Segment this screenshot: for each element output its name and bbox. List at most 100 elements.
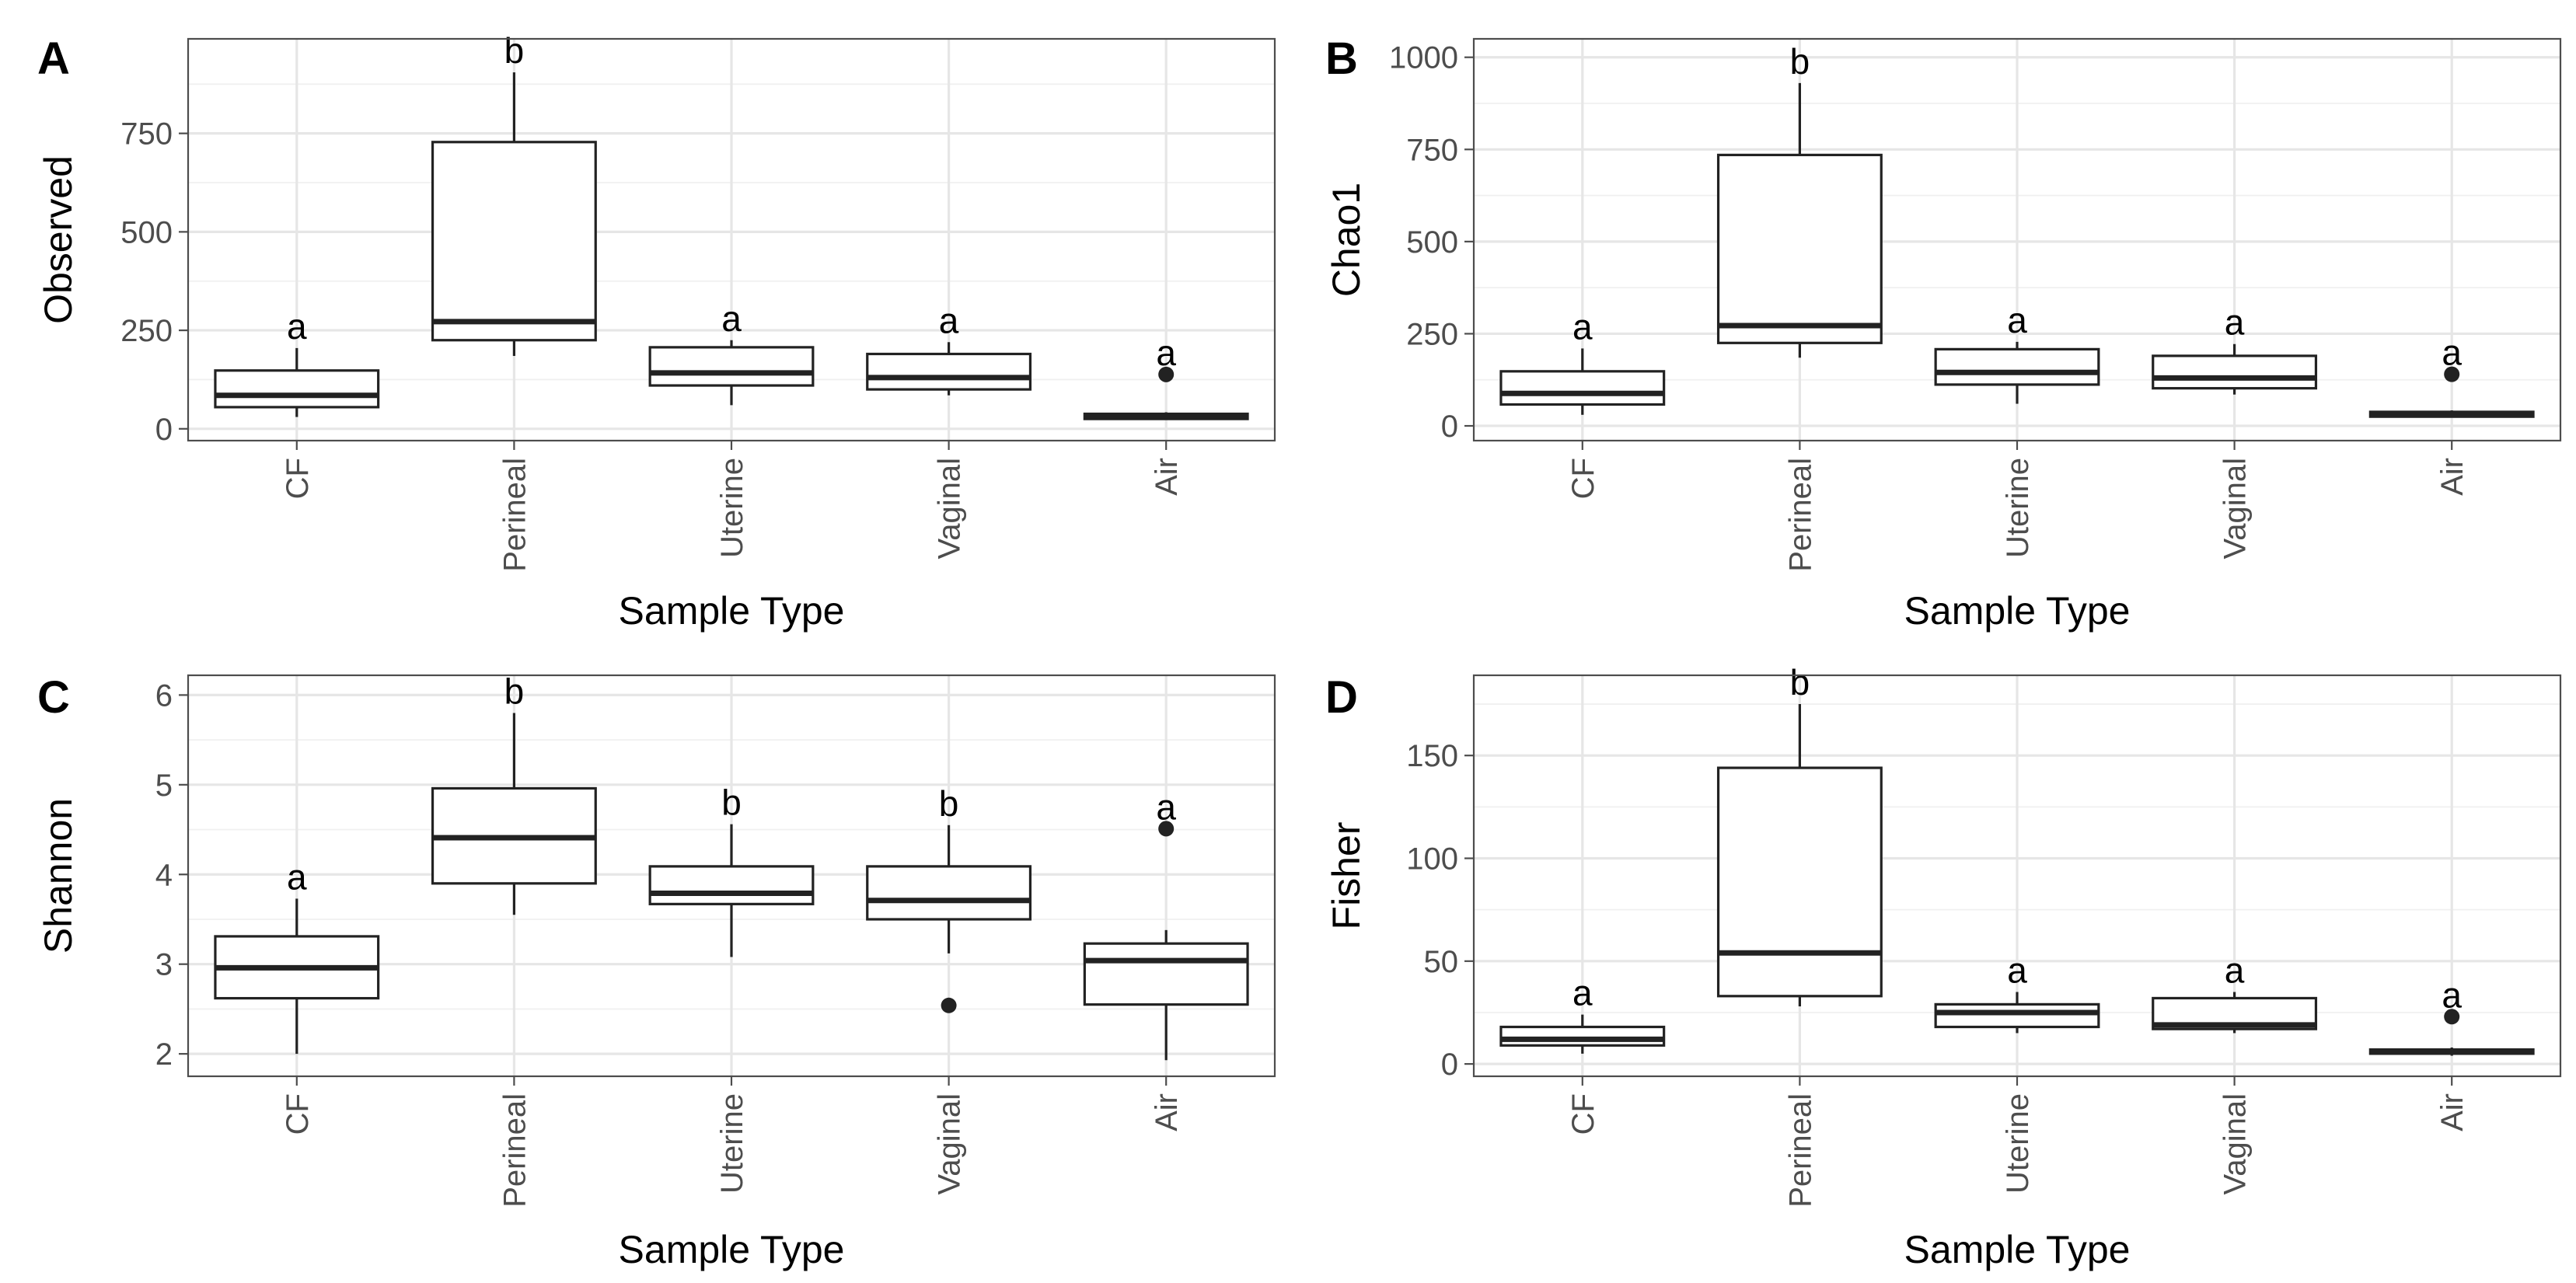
- significance-letter: b: [1790, 662, 1810, 703]
- outlier-point: [2444, 366, 2460, 382]
- y-tick-label: 0: [1441, 1048, 1458, 1082]
- y-tick-label: 2: [155, 1037, 173, 1072]
- y-tick-label: 250: [120, 314, 173, 348]
- box-cf: a: [1499, 306, 1666, 415]
- y-tick-label: 1000: [1389, 41, 1458, 75]
- box-air: a: [1083, 333, 1249, 420]
- y-tick-label: 0: [1441, 410, 1458, 444]
- box-iqr: [866, 352, 1032, 391]
- panel-letter: C: [37, 672, 70, 723]
- x-tick-label: Perineal: [497, 458, 532, 572]
- significance-letter: b: [939, 783, 959, 824]
- x-tick-label: Air: [1150, 1093, 1184, 1131]
- box-iqr: [431, 141, 597, 342]
- significance-letter: a: [1572, 973, 1593, 1013]
- y-axis-title: Shannon: [37, 798, 80, 954]
- significance-letter: a: [2225, 302, 2245, 343]
- y-tick-label: 500: [1406, 225, 1458, 260]
- y-tick-label: 4: [155, 858, 173, 892]
- plot-area-a: a b a a a: [188, 30, 1275, 441]
- box-perineal: b: [431, 30, 597, 357]
- y-tick-label: 3: [155, 948, 173, 982]
- box-uterine: b: [648, 783, 815, 957]
- significance-letter: a: [2225, 950, 2245, 991]
- box-perineal: b: [431, 671, 597, 915]
- x-axis-title: Sample Type: [619, 1228, 845, 1271]
- box-iqr: [1934, 347, 2100, 386]
- y-tick-label: 750: [1406, 133, 1458, 167]
- x-tick-label: CF: [1566, 1093, 1600, 1135]
- x-tick-label: Air: [1150, 458, 1184, 496]
- box-iqr: [648, 865, 815, 905]
- box-air: a: [2368, 974, 2535, 1056]
- significance-letter: b: [504, 30, 525, 71]
- box-iqr: [1499, 370, 1666, 406]
- plot-area-c: a b b b a: [188, 671, 1275, 1076]
- x-tick-label: Uterine: [715, 458, 749, 558]
- x-tick-label: Perineal: [1783, 458, 1817, 572]
- box-iqr: [1499, 1025, 1666, 1047]
- y-tick-label: 150: [1406, 739, 1458, 773]
- box-cf: a: [214, 306, 380, 417]
- y-axis-title: Observed: [37, 155, 80, 324]
- significance-letter: a: [2007, 950, 2027, 991]
- box-iqr: [214, 369, 380, 409]
- significance-letter: a: [287, 306, 307, 347]
- significance-letter: a: [1156, 786, 1176, 827]
- x-axis-title: Sample Type: [1904, 589, 2131, 633]
- panel-letter: A: [37, 33, 70, 84]
- box-iqr: [1716, 766, 1883, 998]
- x-axis-title: Sample Type: [1904, 1228, 2131, 1271]
- significance-letter: a: [2007, 300, 2027, 340]
- significance-letter: a: [2442, 974, 2462, 1015]
- x-tick-label: Vaginal: [2218, 1093, 2253, 1194]
- y-axis-title: Chao1: [1325, 183, 1368, 297]
- y-tick-label: 100: [1406, 842, 1458, 877]
- significance-letter: a: [287, 856, 307, 897]
- significance-letter: a: [939, 300, 959, 340]
- x-tick-label: Perineal: [497, 1093, 532, 1208]
- box-cf: a: [1499, 973, 1666, 1054]
- box-vaginal: a: [2152, 302, 2318, 395]
- box-vaginal: a: [2152, 950, 2318, 1034]
- x-axis-title: Sample Type: [619, 589, 845, 633]
- box-vaginal: b: [866, 783, 1032, 1013]
- box-cf: a: [214, 856, 380, 1055]
- significance-letter: a: [1156, 333, 1176, 373]
- x-tick-label: Uterine: [2001, 458, 2035, 558]
- x-tick-label: CF: [281, 458, 315, 499]
- outlier-point: [1158, 366, 1175, 382]
- box-iqr: [648, 346, 815, 387]
- panel-a: a b a a a A 0 250 500 750 CF Perineal Uterine Vaginal…: [0, 0, 1288, 641]
- box-iqr: [866, 865, 1032, 921]
- box-vaginal: a: [866, 300, 1032, 396]
- significance-letter: b: [721, 783, 742, 823]
- box-iqr: [1716, 153, 1883, 344]
- outlier-point: [1158, 821, 1175, 837]
- outlier-point: [2444, 1009, 2460, 1025]
- box-uterine: a: [1934, 950, 2100, 1034]
- panel-d-plot: a b a a a D 0 50 100 150 CF Perineal Uterine Vaginal A…: [1325, 662, 2562, 1271]
- box-uterine: a: [648, 298, 815, 406]
- box-iqr: [1083, 942, 1249, 1006]
- x-tick-label: Vaginal: [2218, 458, 2253, 559]
- x-tick-label: CF: [1566, 458, 1600, 499]
- y-tick-label: 0: [155, 413, 173, 447]
- x-tick-label: CF: [281, 1093, 315, 1135]
- y-tick-label: 50: [1424, 945, 1459, 979]
- x-tick-label: Air: [2435, 458, 2470, 496]
- x-tick-label: Perineal: [1783, 1093, 1817, 1208]
- significance-letter: b: [1790, 41, 1810, 82]
- x-tick-label: Air: [2435, 1093, 2470, 1131]
- panel-c: a b b b a C 2 3 4 5 6 CF Perineal Uterine Vaginal Air Sa…: [0, 641, 1288, 1283]
- panel-b-plot: a b a a a B 0 250 500 750 1000 CF Perineal Uterine Vag…: [1325, 33, 2562, 633]
- panel-d: a b a a a D 0 50 100 150 CF Perineal Uterine Vaginal A…: [1288, 641, 2576, 1283]
- panel-letter: B: [1325, 33, 1358, 84]
- x-tick-label: Vaginal: [933, 1093, 967, 1194]
- plot-area-d: a b a a a: [1474, 662, 2560, 1076]
- significance-letter: a: [1572, 306, 1593, 347]
- x-tick-label: Uterine: [2001, 1093, 2035, 1194]
- box-uterine: a: [1934, 300, 2100, 404]
- y-axis-title: Fisher: [1325, 822, 1368, 930]
- y-tick-label: 750: [120, 117, 173, 152]
